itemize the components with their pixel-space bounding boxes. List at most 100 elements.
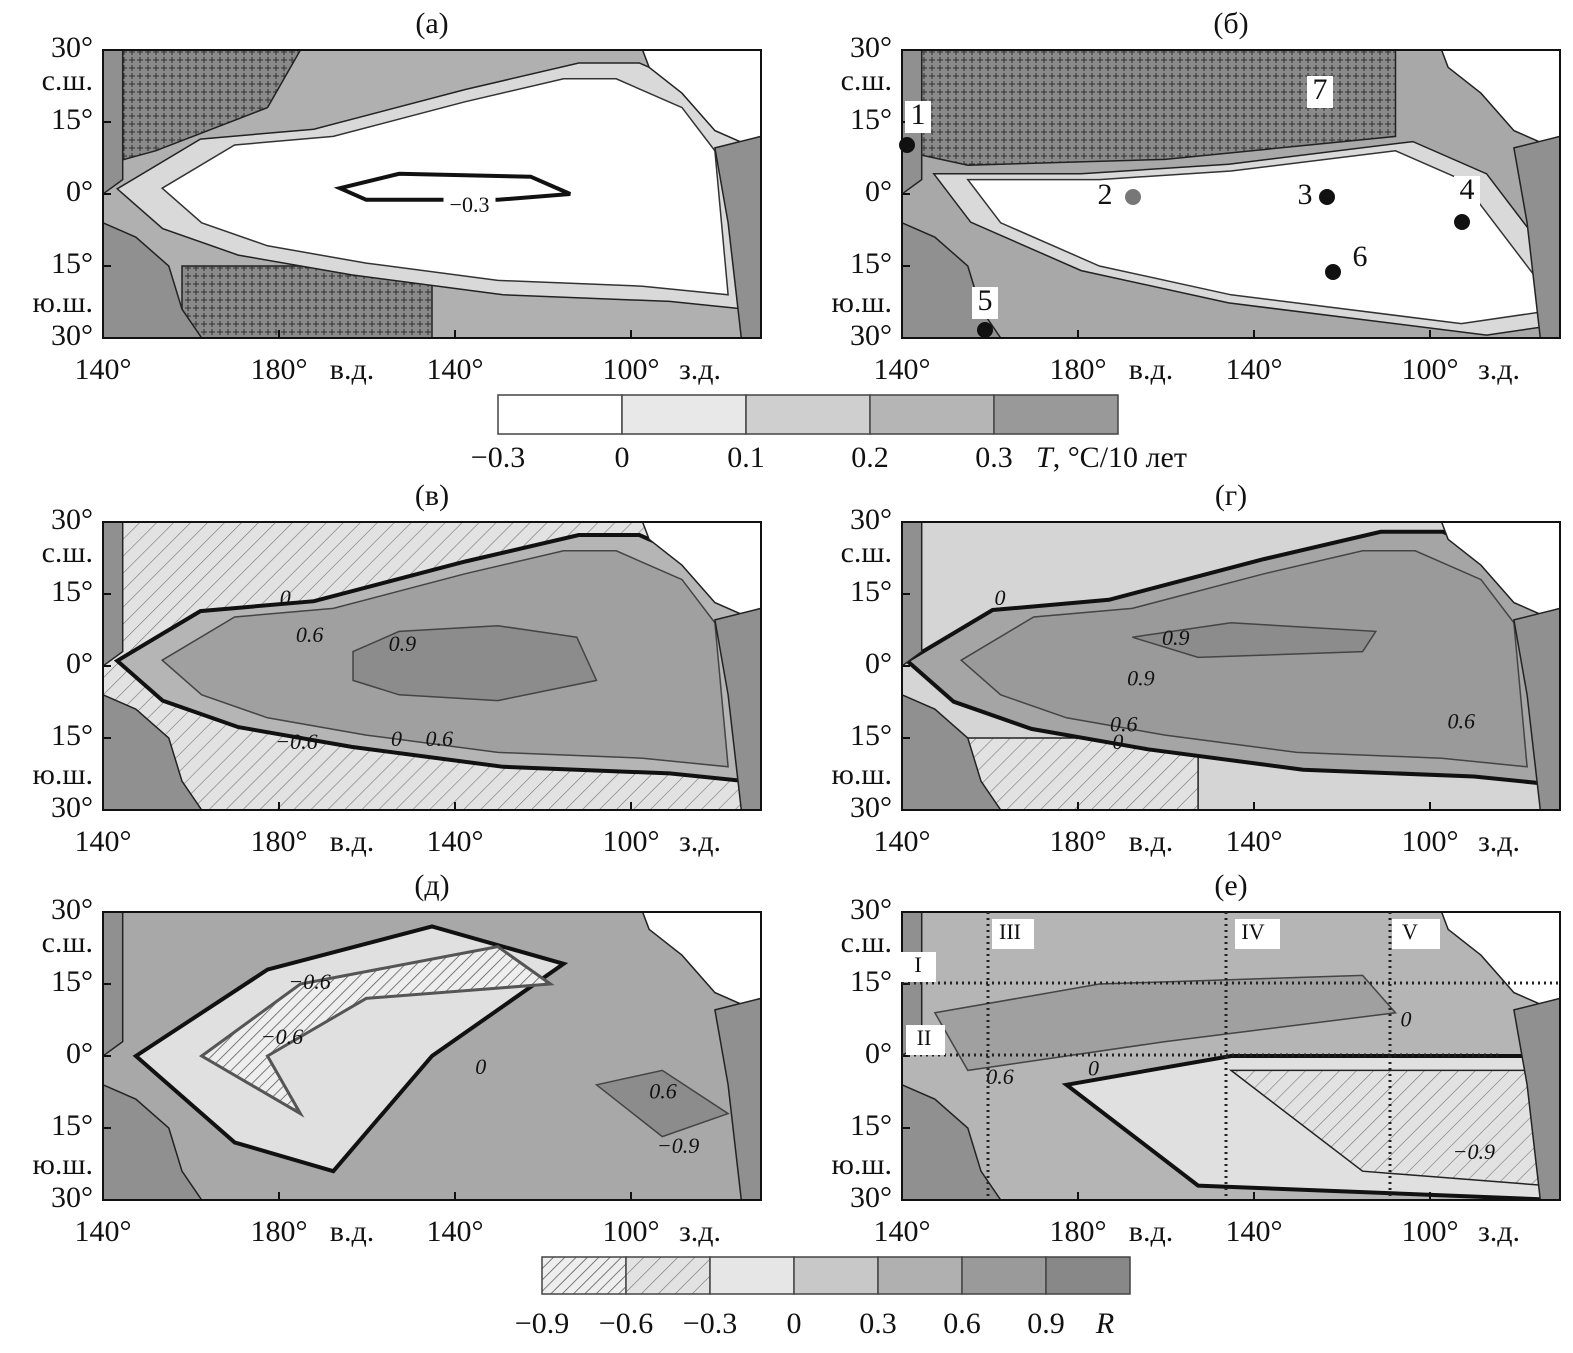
colorbar-tick-label: 0 (615, 441, 630, 474)
contour-label: 0.9 (1127, 665, 1155, 690)
longitude-label: в.д. (330, 353, 374, 386)
map-region (103, 50, 302, 166)
x-tick-label: 140° (1226, 353, 1283, 386)
contour-label: 0 (280, 585, 291, 610)
y-tick-label: 30° (850, 1181, 892, 1214)
longitude-label: з.д. (1478, 825, 1520, 858)
colorbar-tick-label: 0 (787, 1307, 802, 1340)
contour-label: 0.6 (1110, 712, 1138, 737)
region-label: III (999, 919, 1021, 944)
y-tick-label: 15° (51, 247, 93, 280)
panel-label: (е) (1214, 869, 1247, 902)
y-tick-label: 0° (865, 1037, 892, 1070)
longitude-label: в.д. (1129, 825, 1173, 858)
y-tick-label: 30° (850, 319, 892, 352)
colorbar-cell (541, 1256, 627, 1295)
colorbar-tick-label: −0.9 (515, 1307, 569, 1340)
contour-label: 0 (391, 726, 402, 751)
region-label: I (914, 952, 921, 977)
x-tick-label: 100° (603, 825, 660, 858)
map-field (103, 50, 761, 338)
hemisphere-label: с.ш. (42, 926, 93, 959)
x-tick-label: 140° (75, 825, 132, 858)
y-tick-label: 0° (66, 647, 93, 680)
x-tick-label: 100° (1402, 825, 1459, 858)
station-label: 6 (1353, 240, 1368, 273)
map-region (198, 945, 555, 1118)
x-tick-label: 180° (1050, 1215, 1107, 1248)
hemisphere-label: с.ш. (841, 926, 892, 959)
map-region (352, 624, 598, 702)
station-point (1325, 264, 1341, 280)
y-tick-label: 30° (51, 893, 93, 926)
map-panel: (а)30°15°0°15°30°с.ш.ю.ш.140° 180° 140° 100… (32, 7, 762, 386)
y-tick-label: 15° (51, 1109, 93, 1142)
longitude-label: з.д. (1478, 1215, 1520, 1248)
x-tick-label: 140° (1226, 825, 1283, 858)
y-tick-label: 15° (51, 965, 93, 998)
longitude-label: в.д. (1129, 353, 1173, 386)
hemisphere-label: с.ш. (42, 536, 93, 569)
label-bg (900, 952, 936, 982)
contour-label: 0.9 (1162, 625, 1190, 650)
hemisphere-label: ю.ш. (32, 1148, 93, 1181)
contour-label: 0 (1401, 1006, 1412, 1031)
y-tick-label: 15° (850, 719, 892, 752)
colorbar-tick-label: 0.6 (943, 1307, 981, 1340)
map-region (1513, 997, 1560, 1200)
x-tick-label: 180° (251, 825, 308, 858)
x-tick-label: 140° (874, 1215, 931, 1248)
map-region (902, 50, 1397, 166)
x-tick-label: 100° (603, 1215, 660, 1248)
station-point (1319, 189, 1335, 205)
colorbar-tick-label: 0.9 (1027, 1307, 1065, 1340)
colorbar-tick-label: −0.6 (599, 1307, 653, 1340)
station-label: 7 (1313, 73, 1328, 106)
longitude-label: в.д. (330, 1215, 374, 1248)
x-tick-label: 180° (251, 353, 308, 386)
hemisphere-label: с.ш. (42, 64, 93, 97)
label-bg (1235, 919, 1280, 949)
y-tick-label: 15° (850, 247, 892, 280)
contour-label: −0.3 (450, 192, 490, 217)
y-tick-label: 0° (865, 175, 892, 208)
contour-label: 0 (1088, 1055, 1099, 1080)
map-panel: (г)30°15°0°15°30°с.ш.ю.ш.140° 180° 140° 100… (831, 479, 1561, 858)
y-tick-label: 30° (51, 791, 93, 824)
colorbar-cell (621, 394, 747, 435)
station-label: 5 (978, 284, 993, 317)
label-bg (972, 287, 998, 319)
colorbar-cell (877, 1256, 963, 1295)
longitude-label: з.д. (679, 1215, 721, 1248)
panel-label: (г) (1215, 479, 1247, 512)
y-tick-label: 15° (850, 1109, 892, 1142)
hemisphere-label: ю.ш. (831, 1148, 892, 1181)
label-bg (1392, 919, 1440, 949)
y-tick-label: 15° (51, 719, 93, 752)
map-region (103, 522, 124, 667)
map-region (103, 693, 203, 810)
station-point (977, 322, 993, 338)
map-panel: (д)30°15°0°15°30°с.ш.ю.ш.140° 180° 140° 100… (32, 869, 762, 1248)
contour-label: 0 (1112, 729, 1123, 754)
y-tick-label: 30° (51, 503, 93, 536)
y-tick-label: 0° (865, 647, 892, 680)
region-label: II (917, 1025, 932, 1050)
map-region (714, 607, 761, 810)
label-bg (992, 919, 1034, 949)
y-tick-label: 15° (850, 103, 892, 136)
x-tick-label: 140° (75, 1215, 132, 1248)
contour-label: −0.6 (288, 969, 330, 994)
x-tick-label: 100° (1402, 353, 1459, 386)
hemisphere-label: ю.ш. (831, 286, 892, 319)
station-label: 3 (1298, 178, 1313, 211)
colorbar-cell (745, 394, 871, 435)
map-region (103, 221, 203, 338)
longitude-label: в.д. (1129, 1215, 1173, 1248)
unit-symbol: T (1036, 441, 1055, 474)
x-tick-label: 140° (427, 1215, 484, 1248)
station-point (899, 137, 915, 153)
map-region (103, 1083, 203, 1200)
longitude-label: з.д. (679, 825, 721, 858)
map-panel: (в)30°15°0°15°30°с.ш.ю.ш.140° 180° 140° 100… (32, 479, 762, 858)
